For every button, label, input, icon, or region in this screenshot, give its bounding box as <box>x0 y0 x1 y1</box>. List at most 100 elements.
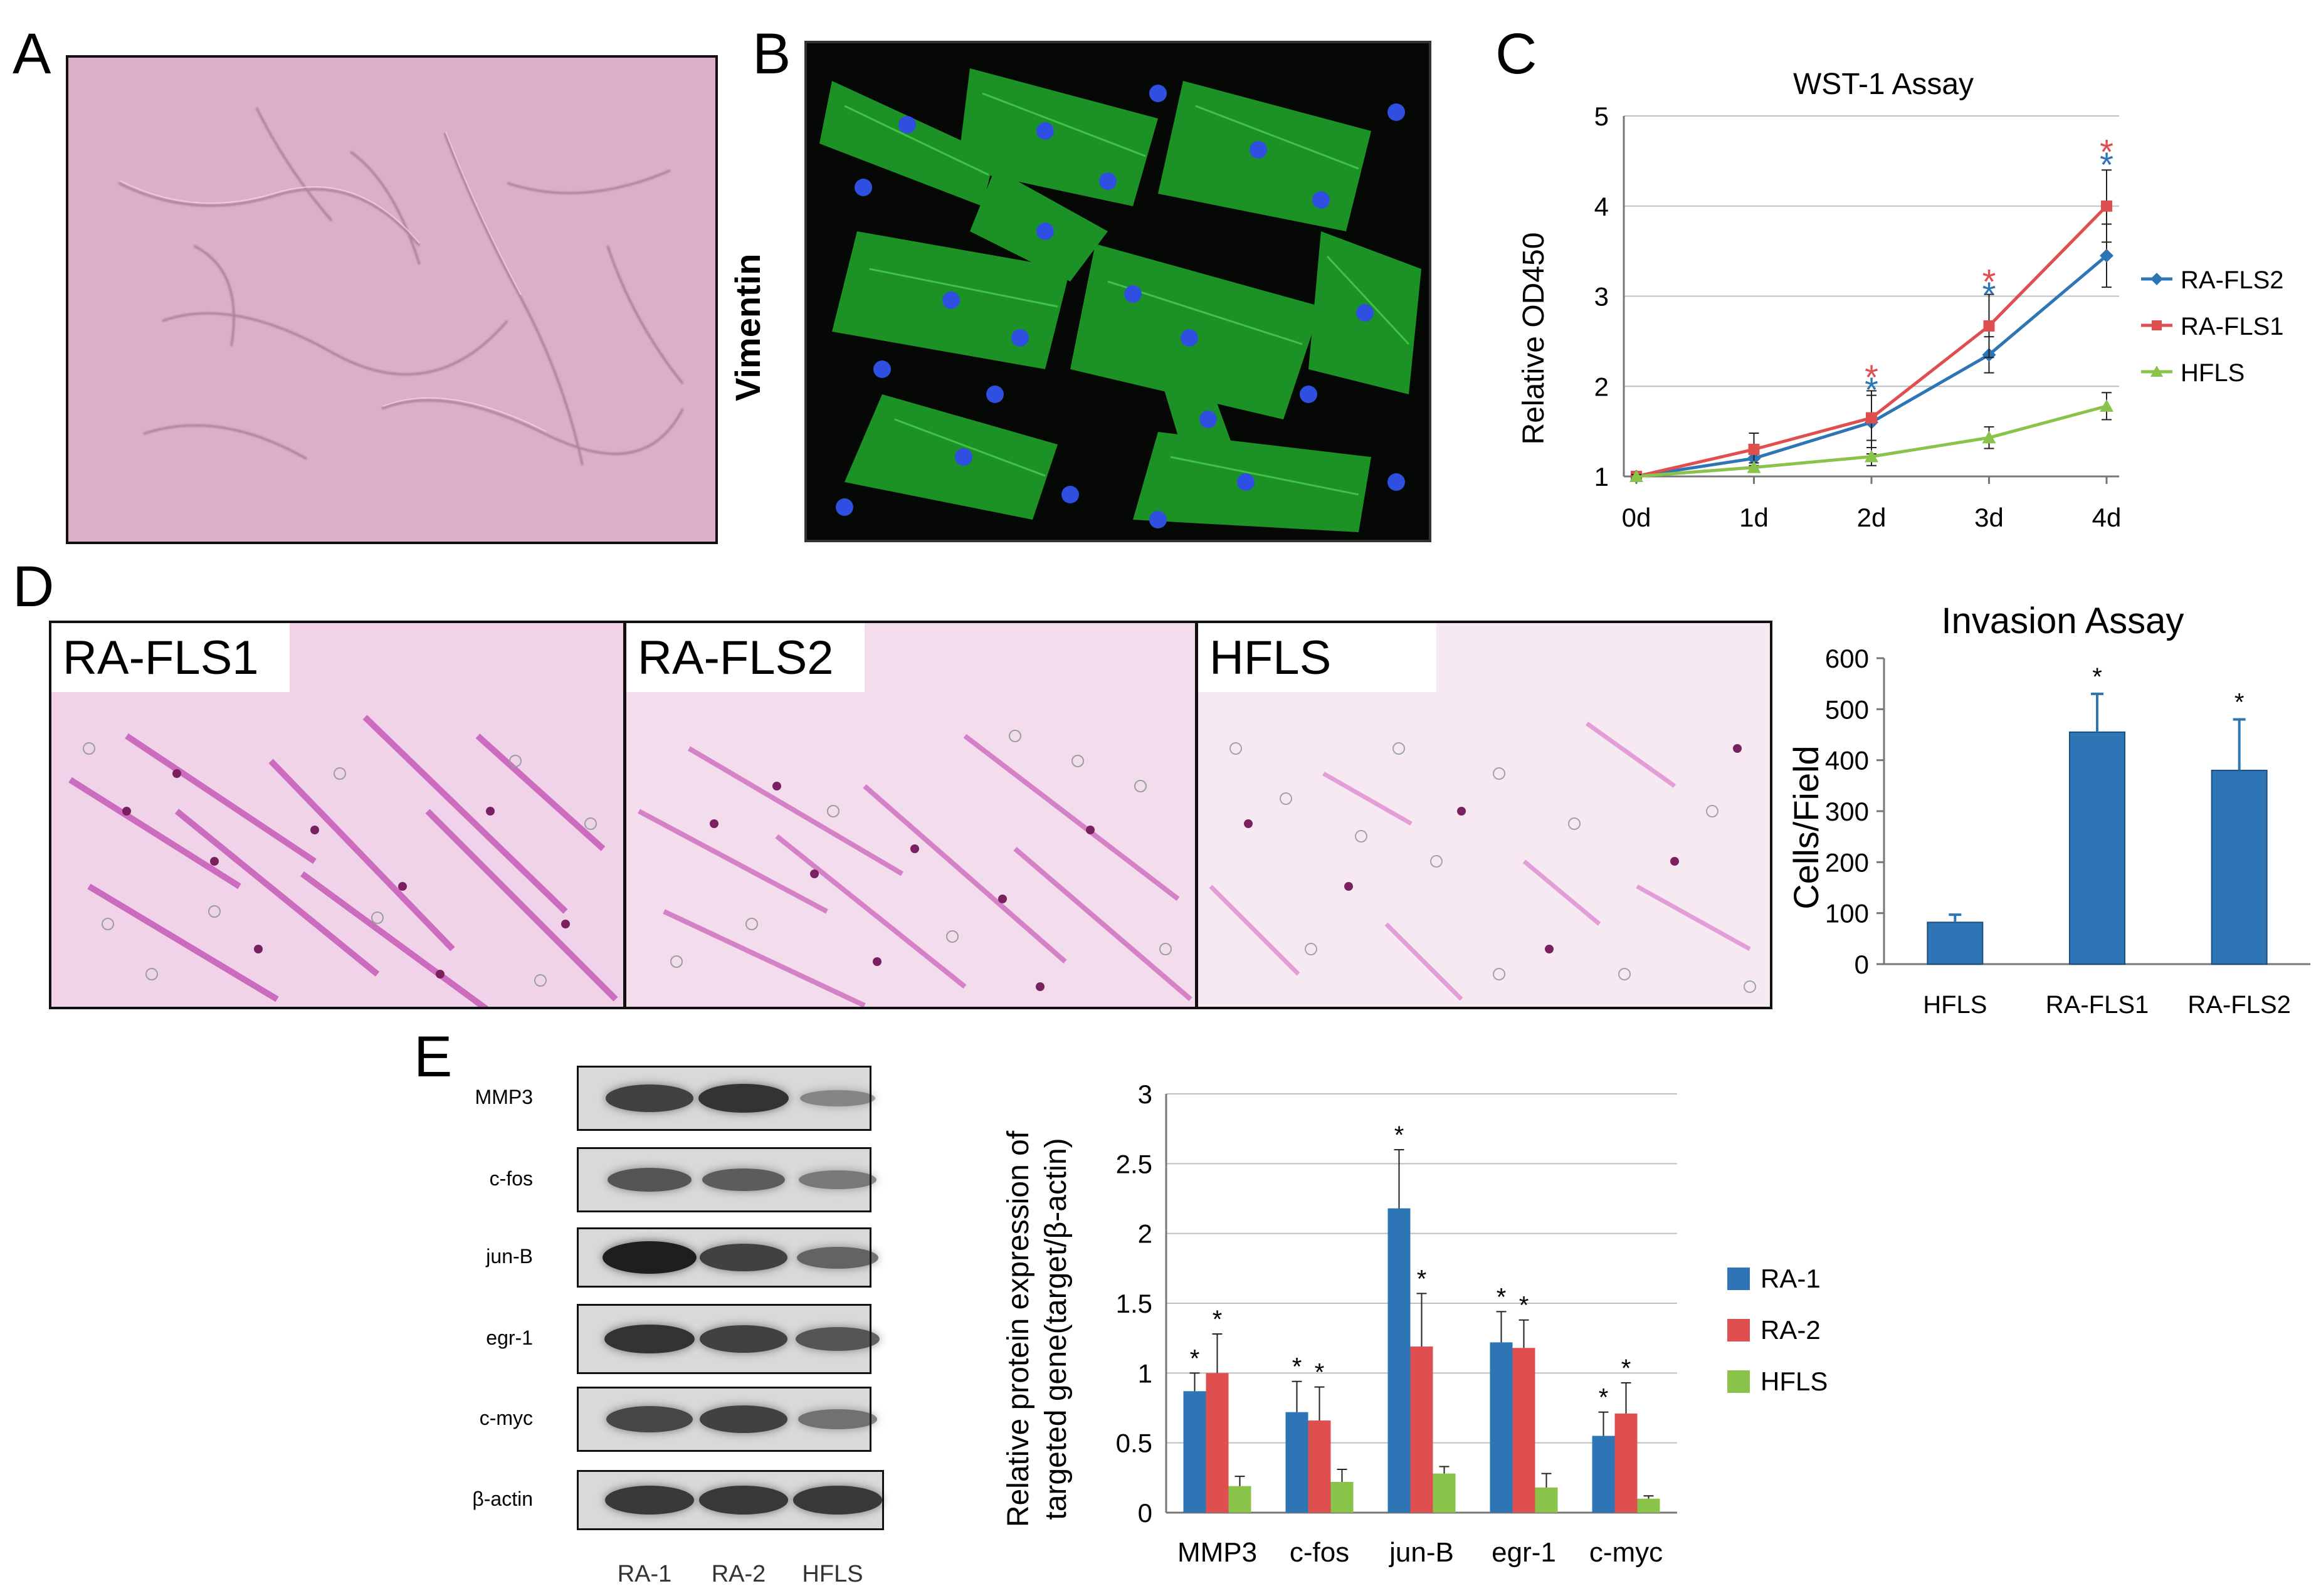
blot-band <box>700 1405 787 1433</box>
chart-e-legend-label: RA-1 <box>1760 1264 1821 1293</box>
chart-c-point-RA-FLS1 <box>1983 320 1995 332</box>
vimentin-label-wrap: Vimentin <box>721 213 771 401</box>
blot-band <box>606 1406 693 1432</box>
blot-strip-MMP3 <box>577 1066 875 1131</box>
chart-c-point-HFLS <box>2100 399 2113 412</box>
chart-d-y-axis-label: Cells/Field <box>1786 745 1826 909</box>
panel-letter-c: C <box>1495 22 1537 86</box>
chart-e-bar-RA-2 <box>1512 1348 1535 1513</box>
chart-c-title: WST-1 Assay <box>1793 68 1974 101</box>
blot-strip-egr-1 <box>577 1304 880 1374</box>
chart-c-point-HFLS <box>1982 431 1996 444</box>
chart-c-significance-star: * <box>1865 370 1878 409</box>
chart-e-bar-HFLS <box>1330 1482 1354 1513</box>
chart-d-bar-RA-FLS2 <box>2211 769 2268 965</box>
panel-letter-a: A <box>13 22 51 86</box>
chart-d-title: Invasion Assay <box>1942 601 2184 641</box>
blot-label-c-myc: c-myc <box>479 1407 533 1429</box>
blot-band <box>699 1486 788 1515</box>
invasion-label-ra-fls2: RA-FLS2 <box>626 623 865 692</box>
blot-band <box>604 1324 695 1354</box>
invasion-micrograph-ra-fls2: RA-FLS2 <box>624 621 1197 1009</box>
chart-c-significance-star: * <box>1982 275 1996 314</box>
blot-strip-jun-B <box>577 1227 878 1288</box>
blot-band <box>797 1246 878 1269</box>
chart-c-y-tick-label: 1 <box>1594 462 1609 491</box>
chart-c-significance-star: * <box>1865 357 1878 397</box>
blot-label-β-actin: β-actin <box>472 1488 533 1510</box>
chart-d-x-ticks: HFLS RA-FLS1 RA-FLS2 <box>1923 991 2291 1019</box>
chart-e-y-axis-label-line-2: targeted gene(target/β-actin) <box>1039 1138 1073 1520</box>
chart-c-point-RA-FLS1 <box>1866 412 1877 424</box>
blot-band <box>606 1084 693 1112</box>
invasion-label-hfls: HFLS <box>1198 623 1436 692</box>
chart-e-significance-star: * <box>1292 1353 1302 1381</box>
chart-d-y-tick-label: 500 <box>1825 695 1869 724</box>
chart-e-significance-star: * <box>1190 1345 1200 1372</box>
chart-c-y-tick-label: 5 <box>1594 102 1609 131</box>
chart-d-y-tick-label: 0 <box>1855 950 1869 979</box>
blot-band <box>608 1167 692 1192</box>
chart-d-y-tick-label: 100 <box>1825 899 1869 928</box>
chart-c-point-RA-FLS1 <box>1748 443 1760 455</box>
chart-e-significance-star: * <box>1315 1359 1325 1387</box>
chart-e-bar-RA-2 <box>1410 1347 1433 1513</box>
chart-e-significance-star: * <box>1519 1292 1529 1320</box>
chart-c-x-tick-label: 3d <box>1974 503 2004 532</box>
chart-e-y-tick-label: 0 <box>1138 1498 1152 1528</box>
chart-e-x-tick-label: MMP3 <box>1177 1537 1257 1568</box>
blot-band <box>603 1241 697 1274</box>
blot-strip-β-actin <box>577 1470 884 1530</box>
chart-c-x-tick-label: 4d <box>2092 503 2122 532</box>
fluorescence-cells <box>807 43 1429 540</box>
chart-e-y-tick-label: 1 <box>1138 1358 1152 1388</box>
chart-c-y-axis-label: Relative OD450 <box>1517 233 1550 445</box>
chart-e-x-tick-label: jun-B <box>1388 1537 1454 1568</box>
chart-c-significance-star: * <box>1982 262 1996 302</box>
chart-e-x-tick-label: c-myc <box>1589 1537 1663 1568</box>
chart-c-legend-label: HFLS <box>2181 359 2245 387</box>
chart-e-legend-swatch-HFLS <box>1727 1370 1750 1393</box>
chart-e-legend-label: RA-2 <box>1760 1315 1821 1345</box>
chart-c-series <box>1629 169 2113 483</box>
panel-letter-e: E <box>414 1025 453 1089</box>
blot-band <box>798 1409 877 1429</box>
chart-e-x-tick-label: c-fos <box>1290 1537 1349 1568</box>
chart-d-y-tick-label: 300 <box>1825 797 1869 826</box>
panel-letter-d: D <box>13 555 55 619</box>
chart-e-significance-star: * <box>1213 1306 1223 1333</box>
chart-e-x-tick-label: egr-1 <box>1492 1537 1556 1568</box>
invasion-label-ra-fls1: RA-FLS1 <box>51 623 290 692</box>
chart-c-point-RA-FLS2 <box>2100 248 2113 263</box>
chart-e-bars: * * * * * * * * * * <box>1183 1121 1660 1513</box>
invasion-cells-ra-fls1 <box>51 623 623 1007</box>
chart-c-legend-label: RA-FLS1 <box>2181 313 2284 340</box>
blot-band <box>700 1244 787 1271</box>
chart-d-significance-star: * <box>2092 663 2102 691</box>
chart-e-y-tick-label: 1.5 <box>1116 1289 1152 1318</box>
chart-c-legend-label: RA-FLS2 <box>2181 266 2284 294</box>
chart-e-legend-swatch-RA-2 <box>1727 1319 1750 1341</box>
blot-band <box>698 1083 789 1113</box>
chart-d-y-tick-label: 600 <box>1825 644 1869 673</box>
chart-c-y-tick-label: 4 <box>1594 192 1609 221</box>
chart-c-y-tick-label: 2 <box>1594 372 1609 401</box>
chart-e-legend: RA-1 RA-2 HFLS <box>1727 1264 1828 1396</box>
chart-e-bar-RA-1 <box>1285 1412 1308 1513</box>
chart-c-legend-marker <box>2152 320 2162 330</box>
chart-d-x-tick-label: RA-FLS2 <box>2187 991 2291 1019</box>
chart-d-significance-star: * <box>2234 689 2245 717</box>
chart-c-x-tick-label: 1d <box>1739 503 1769 532</box>
chart-e: Relative protein expression of targeted … <box>1002 1079 1828 1568</box>
chart-d-y-tick-label: 400 <box>1825 746 1869 775</box>
chart-e-y-tick-label: 0.5 <box>1116 1429 1152 1458</box>
chart-c-point-HFLS <box>1747 460 1761 473</box>
chart-c-y-ticks: 1 2 3 4 5 <box>1594 102 1609 491</box>
blot-band <box>796 1326 880 1352</box>
chart-e-bar-RA-2 <box>1308 1420 1331 1513</box>
blot-band <box>800 1089 875 1107</box>
chart-c-point-RA-FLS1 <box>2101 200 2112 212</box>
invasion-micrograph-hfls: HFLS <box>1196 621 1772 1009</box>
chart-e-bar-RA-2 <box>1614 1413 1638 1513</box>
